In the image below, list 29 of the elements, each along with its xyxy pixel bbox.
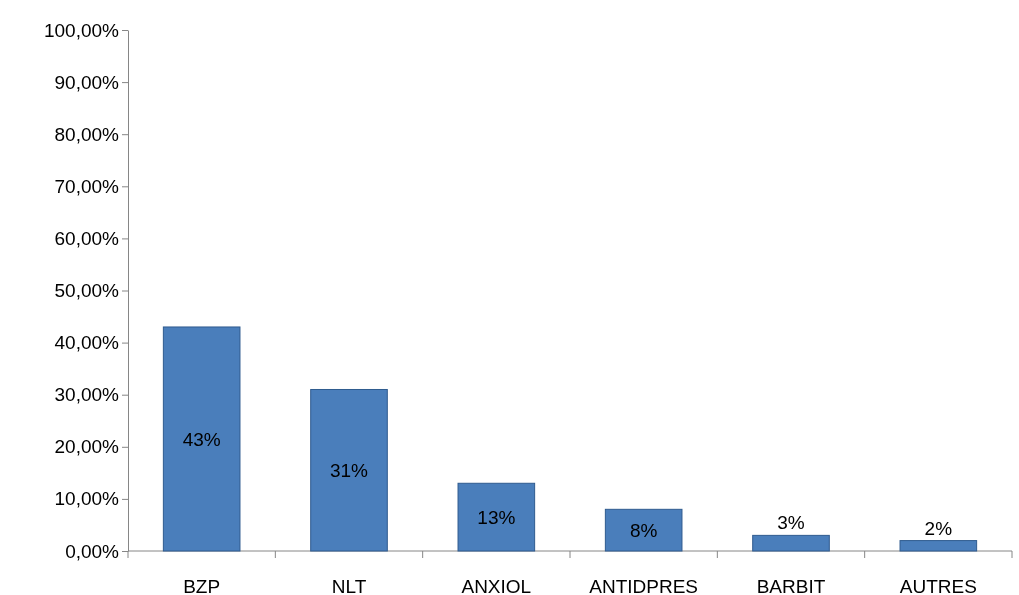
x-tick-label: ANTIDPRES <box>589 576 699 595</box>
bar <box>899 540 978 552</box>
y-tick-label: 40,00% <box>54 332 120 354</box>
y-tick-label: 90,00% <box>54 71 120 93</box>
data-label: 2% <box>924 517 953 539</box>
bar <box>310 388 388 552</box>
y-tick-label: 100,00% <box>43 19 120 41</box>
x-tick-label: BARBIT <box>756 576 826 595</box>
y-tick-label: 60,00% <box>54 227 120 249</box>
x-tick-label: AUTRES <box>899 576 977 595</box>
y-tick-label: 50,00% <box>54 280 120 302</box>
bar <box>752 534 830 552</box>
data-label: 13% <box>477 507 516 529</box>
y-tick-label: 70,00% <box>54 175 120 197</box>
bar <box>162 326 241 552</box>
y-tick-label: 80,00% <box>54 123 120 145</box>
data-label: 8% <box>629 520 658 542</box>
y-tick-label: 20,00% <box>54 436 120 458</box>
y-tick-label: 30,00% <box>54 384 120 406</box>
bar <box>457 482 536 552</box>
x-tick-label: BZP <box>183 576 221 595</box>
x-tick-label: NLT <box>331 576 367 595</box>
x-tick-label: ANXIOL <box>461 576 532 595</box>
y-tick-label: 0,00% <box>65 540 120 562</box>
data-label: 31% <box>329 460 369 482</box>
bar <box>604 508 683 552</box>
data-label: 43% <box>182 428 221 450</box>
data-label: 3% <box>777 512 805 534</box>
y-tick-label: 10,00% <box>54 488 120 510</box>
